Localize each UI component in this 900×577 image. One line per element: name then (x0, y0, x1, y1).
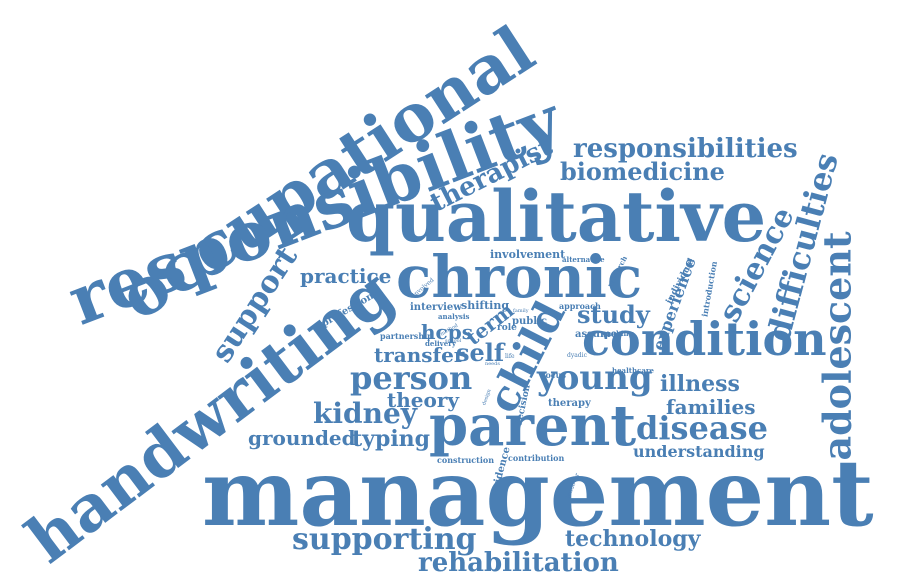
word-grounded: grounded (248, 426, 356, 450)
word-dyadic: dyadic (567, 352, 587, 359)
word-therapy: therapy (548, 398, 591, 409)
word-school: school (445, 338, 462, 344)
word-condition: condition (582, 312, 827, 366)
word-making: making (604, 329, 634, 338)
word-typing: typing (352, 426, 431, 452)
word-healthcare: healthcare (612, 366, 654, 375)
word-supporting: supporting (292, 522, 477, 557)
word-involvement: involvement (490, 248, 566, 261)
word-adolescent: adolescent (814, 231, 860, 461)
word-delivery: delivery (425, 339, 456, 348)
word-life: life (505, 353, 515, 360)
word-interview: interview (410, 302, 462, 313)
word-public: public (512, 316, 547, 327)
word-young: young (537, 358, 653, 398)
word-needs: needs (485, 361, 500, 367)
word-self: self (456, 338, 505, 367)
word-rehabilitation: rehabilitation (418, 548, 619, 577)
word-focus: focus (542, 370, 566, 380)
word-technology: technology (565, 526, 701, 552)
word-practice: practice (300, 264, 392, 288)
word-shifting: shifting (461, 299, 510, 312)
word-illness: illness (660, 371, 740, 397)
word-partnership: partnership (380, 331, 433, 341)
word-responsibilities: responsibilities (573, 134, 798, 164)
word-management: management (202, 439, 874, 547)
word-family: family (513, 308, 529, 314)
word-theory: theory (387, 388, 460, 412)
word-qualitative: qualitative (346, 175, 767, 258)
word-hcps: hcps (421, 320, 473, 344)
word-contribution: contribution (508, 453, 565, 463)
word-assume: assume (575, 329, 617, 340)
word-disease: disease (636, 409, 769, 447)
word-chronic: chronic (396, 243, 643, 311)
word-biomedicine: biomedicine (560, 157, 725, 186)
word-study: study (577, 300, 650, 329)
word-person: person (350, 359, 473, 397)
word-construction: construction (437, 455, 495, 465)
word-transfer: transfer (374, 343, 465, 367)
word-approach: approach (559, 301, 601, 311)
word-families: families (666, 395, 756, 419)
word-kidney: kidney (313, 397, 418, 430)
word-alternative: alternative (562, 255, 605, 264)
word-analysis: analysis (438, 312, 470, 321)
word-parent: parent (429, 393, 637, 459)
word-understanding: understanding (633, 442, 765, 461)
word-role: role (497, 323, 517, 333)
